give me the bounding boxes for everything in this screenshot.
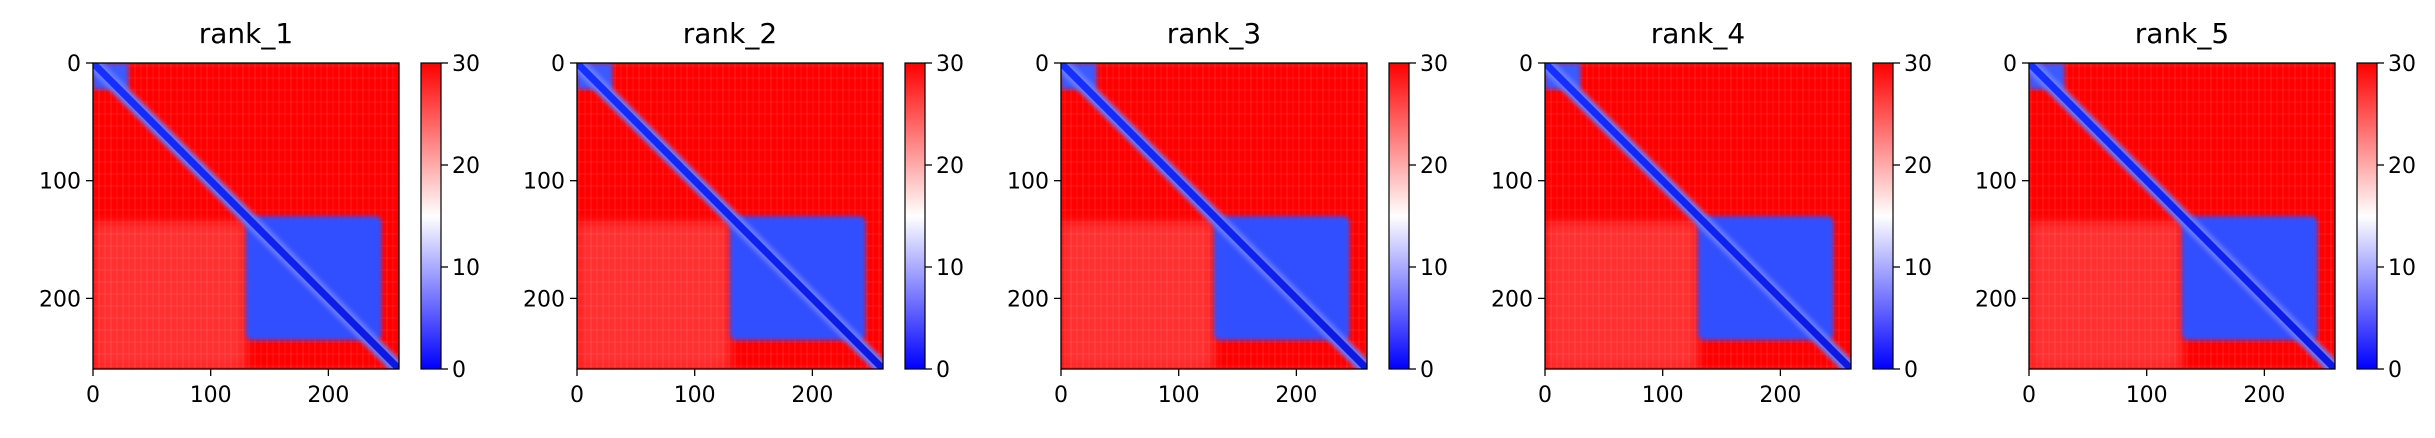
panel-title: rank_2	[683, 17, 777, 50]
colorbar-tick-label: 20	[1904, 154, 1932, 179]
x-tick-label: 200	[1759, 383, 1801, 408]
colorbar-tick-label: 10	[936, 256, 964, 281]
colorbar-tick-label: 10	[1420, 256, 1448, 281]
heatmap-panel-3: rank_3 0 100 200 0 100 200 0 10 20 30	[1007, 17, 1448, 408]
x-tick-label: 0	[86, 383, 100, 408]
y-tick-label: 100	[523, 170, 565, 195]
panel-title: rank_3	[1167, 17, 1261, 50]
heatmap-panel-4: rank_4 0 100 200 0 100 200 0 10 20 30	[1491, 17, 1932, 408]
colorbar	[2356, 62, 2378, 370]
y-tick-label: 0	[1035, 52, 1049, 77]
x-tick-label: 200	[2243, 383, 2285, 408]
diagonal	[1061, 63, 1367, 369]
colorbar	[1872, 62, 1894, 370]
diagonal	[1545, 63, 1851, 369]
x-tick-label: 0	[1054, 383, 1068, 408]
heatmap-image	[93, 63, 399, 369]
heatmap-image	[1545, 63, 1851, 369]
axes-frame	[1060, 62, 1368, 370]
y-tick-label: 200	[1007, 287, 1049, 312]
heatmap-image	[577, 63, 883, 369]
y-tick-label: 100	[1975, 170, 2017, 195]
x-tick-label: 0	[2022, 383, 2036, 408]
y-tick-label: 200	[1975, 287, 2017, 312]
colorbar-tick-label: 0	[1904, 358, 1918, 383]
y-tick-label: 200	[1491, 287, 1533, 312]
colorbar-tick-label: 20	[2388, 154, 2416, 179]
axes-frame	[92, 62, 400, 370]
x-tick-label: 0	[1538, 383, 1552, 408]
axes-frame	[1544, 62, 1852, 370]
x-tick-label: 200	[307, 383, 349, 408]
colorbar-tick-label: 30	[452, 52, 480, 77]
colorbar-tick-label: 30	[1420, 52, 1448, 77]
x-tick-label: 100	[1642, 383, 1684, 408]
colorbar-tick-label: 10	[1904, 256, 1932, 281]
diagonal	[2029, 63, 2335, 369]
colorbar-tick-label: 30	[1904, 52, 1932, 77]
colorbar-tick-label: 0	[2388, 358, 2402, 383]
x-tick-label: 100	[2126, 383, 2168, 408]
diagonal	[93, 63, 399, 369]
y-tick-label: 200	[523, 287, 565, 312]
y-tick-label: 0	[1519, 52, 1533, 77]
colorbar-tick-label: 30	[2388, 52, 2416, 77]
axes-frame	[576, 62, 884, 370]
y-tick-label: 100	[1491, 170, 1533, 195]
x-tick-label: 100	[190, 383, 232, 408]
colorbar	[904, 62, 926, 370]
y-tick-label: 0	[551, 52, 565, 77]
heatmap-image	[2029, 63, 2335, 369]
colorbar-tick-label: 0	[452, 358, 466, 383]
heatmap-panel-5: rank_5 0 100 200 0 100 200 0 10 20 30	[1975, 17, 2416, 408]
x-tick-label: 100	[1158, 383, 1200, 408]
panel-title: rank_1	[199, 17, 293, 50]
y-tick-label: 0	[2003, 52, 2017, 77]
x-tick-label: 200	[1275, 383, 1317, 408]
panel-title: rank_5	[2135, 17, 2229, 50]
colorbar	[1388, 62, 1410, 370]
x-tick-label: 0	[570, 383, 584, 408]
x-tick-label: 200	[791, 383, 833, 408]
y-tick-label: 0	[67, 52, 81, 77]
colorbar-tick-label: 20	[1420, 154, 1448, 179]
x-tick-label: 100	[674, 383, 716, 408]
colorbar-tick-label: 20	[936, 154, 964, 179]
axes-frame	[2028, 62, 2336, 370]
colorbar-tick-label: 20	[452, 154, 480, 179]
heatmap-panel-2: rank_2 0 100 200 0 100 200 0 10 20 30	[523, 17, 964, 408]
colorbar-tick-label: 30	[936, 52, 964, 77]
diagonal	[577, 63, 883, 369]
y-tick-label: 100	[1007, 170, 1049, 195]
colorbar-tick-label: 0	[1420, 358, 1434, 383]
colorbar	[420, 62, 442, 370]
colorbar-tick-label: 0	[936, 358, 950, 383]
colorbar-tick-label: 10	[2388, 256, 2416, 281]
y-tick-label: 100	[39, 170, 81, 195]
colorbar-tick-label: 10	[452, 256, 480, 281]
heatmap-panel-1: rank_1 0 100 200 0 100 200 0 10 20 30	[39, 17, 480, 408]
y-tick-label: 200	[39, 287, 81, 312]
panel-title: rank_4	[1651, 17, 1745, 50]
heatmap-image	[1061, 63, 1367, 369]
